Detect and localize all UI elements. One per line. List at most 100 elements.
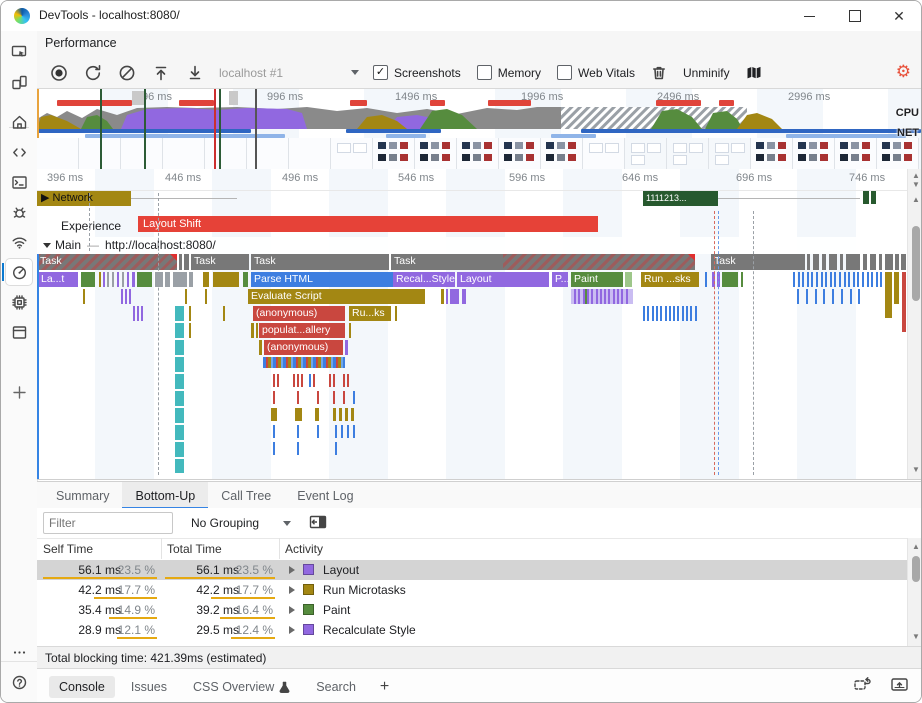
flame-bar[interactable]: [273, 442, 275, 455]
flame-bar[interactable]: [317, 391, 319, 404]
ruler-scrollbar[interactable]: ▲ ▼: [907, 169, 921, 191]
col-self-time[interactable]: Self Time: [43, 542, 94, 556]
flame-bar[interactable]: [741, 272, 743, 287]
flame-bar[interactable]: [175, 306, 184, 321]
flame-bar[interactable]: [117, 272, 119, 287]
checkbox-box[interactable]: ✓: [373, 65, 388, 80]
flame-bar[interactable]: [339, 408, 342, 421]
flame-bar-parse-html[interactable]: Parse HTML: [251, 272, 425, 287]
flame-bar[interactable]: [185, 289, 187, 304]
flame-bar-recal-style[interactable]: Recal...Style: [393, 272, 455, 287]
flame-bar[interactable]: [885, 272, 892, 318]
flame-bar[interactable]: [846, 254, 860, 270]
drawer-tab-search[interactable]: Search: [306, 676, 366, 698]
help-icon[interactable]: [6, 669, 32, 695]
flame-bar[interactable]: [309, 374, 311, 387]
filmstrip-frame[interactable]: [457, 138, 499, 169]
flame-bar-la-t[interactable]: La...t: [38, 272, 78, 287]
flame-bar[interactable]: [184, 254, 189, 270]
inspect-icon[interactable]: [6, 39, 32, 65]
clear-button[interactable]: [117, 63, 137, 83]
flame-bar[interactable]: [99, 272, 101, 287]
checkbox-box[interactable]: [557, 65, 573, 80]
flame-bar[interactable]: [625, 272, 632, 287]
flame-bar[interactable]: [127, 272, 129, 287]
flame-bar[interactable]: [273, 391, 275, 404]
timeline-overview[interactable]: 96 ms 996 ms 1496 ms 1996 ms 2496 ms 2996 ms: [37, 89, 921, 170]
minimize-button[interactable]: [787, 1, 831, 31]
flame-bar-p[interactable]: P...: [552, 272, 568, 287]
flame-bar[interactable]: [901, 254, 906, 270]
flame-bar[interactable]: [317, 425, 319, 438]
flame-bar[interactable]: [297, 374, 299, 387]
expand-triangle-icon[interactable]: [289, 606, 295, 614]
flame-bar-anonymous[interactable]: (anonymous): [253, 306, 345, 321]
flame-bar[interactable]: [441, 289, 444, 304]
flame-bar[interactable]: [863, 254, 867, 270]
layout-shift-bar[interactable]: Layout Shift: [138, 216, 598, 232]
flame-bar[interactable]: [450, 289, 459, 304]
flame-bar[interactable]: [885, 254, 893, 270]
flame-bar[interactable]: [273, 374, 275, 387]
flame-bar[interactable]: [203, 272, 209, 287]
flame-bar[interactable]: [341, 425, 343, 438]
flame-bar[interactable]: [894, 272, 899, 304]
replay-drawer-icon[interactable]: [853, 676, 872, 695]
flame-bar[interactable]: [179, 254, 182, 270]
drawer-tab-css-overview[interactable]: CSS Overview: [183, 676, 300, 698]
flame-scrollbar[interactable]: ▲ ▼: [907, 191, 921, 479]
flame-bar[interactable]: [879, 254, 882, 270]
filmstrip-frame[interactable]: [709, 138, 751, 169]
flame-bar[interactable]: [503, 254, 695, 270]
flame-bar[interactable]: [173, 272, 187, 287]
flame-bar-evaluate-script[interactable]: Evaluate Script: [248, 289, 425, 304]
flame-bar[interactable]: [315, 408, 319, 421]
flame-bar[interactable]: [585, 289, 587, 304]
save-profile-icon[interactable]: [185, 63, 205, 83]
table-row[interactable]: 42.2 ms 17.7 % 42.2 ms 17.7 % Run Microtasks: [37, 580, 907, 600]
filmstrip-frame[interactable]: [415, 138, 457, 169]
flame-bar[interactable]: [83, 289, 85, 304]
flame-bar[interactable]: [895, 254, 899, 270]
web-vitals-checkbox[interactable]: Web Vitals: [557, 65, 635, 80]
flame-bar[interactable]: [329, 374, 331, 387]
flame-bar[interactable]: [213, 272, 239, 287]
filmstrip-frame[interactable]: [373, 138, 415, 169]
flame-bar[interactable]: [345, 408, 348, 421]
tab-call-tree[interactable]: Call Tree: [221, 488, 272, 503]
drawer-tab-console[interactable]: Console: [49, 675, 115, 698]
flame-bar[interactable]: [297, 442, 299, 455]
flame-bar[interactable]: [301, 374, 303, 387]
title-bar[interactable]: DevTools - localhost:8080/ ✕: [1, 1, 921, 32]
flame-bar[interactable]: [112, 272, 114, 287]
flame-bar[interactable]: [122, 272, 124, 287]
flame-bar-anonymous[interactable]: (anonymous): [264, 340, 343, 355]
flame-bar[interactable]: [189, 323, 191, 338]
flame-bar[interactable]: [175, 459, 184, 473]
reload-record-button[interactable]: [83, 63, 103, 83]
network-request-badge[interactable]: 1111213...: [643, 191, 718, 206]
flame-bar[interactable]: [712, 272, 715, 287]
filmstrip-frame[interactable]: [247, 138, 289, 169]
maximize-button[interactable]: [833, 1, 877, 31]
flame-bar[interactable]: [271, 408, 277, 421]
expand-triangle-icon[interactable]: [289, 586, 295, 594]
profile-caret-icon[interactable]: [351, 70, 359, 75]
flame-bar[interactable]: [293, 374, 295, 387]
flame-bar-task[interactable]: Task: [711, 254, 805, 270]
expand-triangle-icon[interactable]: [289, 626, 295, 634]
flame-bar-task[interactable]: Task: [191, 254, 249, 270]
flame-bar[interactable]: [175, 391, 184, 406]
flame-bar[interactable]: [205, 289, 207, 304]
flame-bar[interactable]: [137, 272, 152, 287]
col-activity[interactable]: Activity: [285, 542, 324, 556]
close-button[interactable]: ✕: [893, 8, 905, 24]
flame-bar-layout[interactable]: Layout: [457, 272, 549, 287]
flame-bar[interactable]: [175, 442, 184, 457]
flame-bar[interactable]: [129, 289, 131, 304]
network-wifi-icon[interactable]: [6, 229, 32, 255]
flame-bar[interactable]: [705, 272, 707, 287]
flame-bar-run-sks[interactable]: Run ...sks: [641, 272, 699, 287]
filmstrip-frame[interactable]: [37, 138, 79, 169]
collapse-triangle-icon[interactable]: [43, 243, 51, 248]
